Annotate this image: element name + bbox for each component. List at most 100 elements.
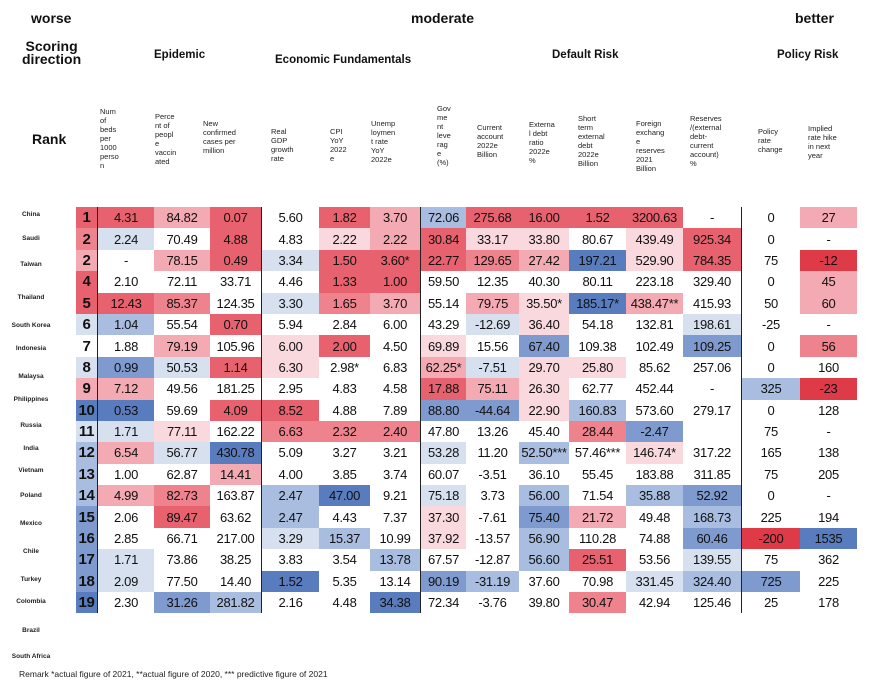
column-header: Unemp loymen t rate YoY 2022e xyxy=(371,119,396,164)
table-cell: -13.57 xyxy=(466,527,519,550)
table-cell: 1.33 xyxy=(319,271,370,293)
rank-cell: 2 xyxy=(76,249,98,272)
table-cell: 325 xyxy=(741,378,800,400)
table-cell: 84.82 xyxy=(154,207,210,229)
table-cell: 329.40 xyxy=(683,271,742,293)
table-cell: 12.35 xyxy=(466,271,519,293)
table-cell: 75 xyxy=(741,549,800,571)
rank-cell: 10 xyxy=(76,399,98,421)
table-cell: 75 xyxy=(741,420,800,443)
table-cell: 2.00 xyxy=(319,335,370,357)
table-row: 4 2.10 72.11 33.71 4.46 1.33 1.00 59.50 12.35 40.… xyxy=(76,271,857,293)
table-cell: 22.77 xyxy=(420,249,466,272)
table-cell: 37.30 xyxy=(420,506,466,528)
table-row: 17 1.71 73.86 38.25 3.83 3.54 13.78 67.57 -12.87… xyxy=(76,549,857,571)
table-cell: 67.40 xyxy=(519,335,569,357)
table-cell: 3.29 xyxy=(261,527,319,550)
table-cell: 2.06 xyxy=(97,506,154,528)
table-row: 8 0.99 50.53 1.14 6.30 2.98* 6.83 62.25* -7.51 29… xyxy=(76,356,857,379)
table-cell: 1.52 xyxy=(261,570,319,593)
table-cell: 2.09 xyxy=(97,570,154,593)
table-cell: 109.38 xyxy=(569,335,626,357)
group-policy-risk: Policy Risk xyxy=(777,49,839,61)
table-cell: 33.80 xyxy=(519,228,569,250)
table-cell: 55.14 xyxy=(420,292,466,314)
table-cell: 183.88 xyxy=(626,463,683,486)
column-header: Implied rate hike in next year xyxy=(808,124,837,160)
table-cell: 452.44 xyxy=(626,378,683,400)
table-cell: 7.12 xyxy=(97,378,154,400)
table-cell: 45 xyxy=(800,271,857,293)
table-cell: 160.83 xyxy=(569,399,626,421)
table-cell xyxy=(683,420,742,443)
table-cell: 53.28 xyxy=(420,442,466,464)
table-cell: 225 xyxy=(800,570,857,593)
table-cell: 25.80 xyxy=(569,356,626,379)
table-cell: 55.45 xyxy=(569,463,626,486)
table-cell: 4.46 xyxy=(261,271,319,293)
table-cell: 181.25 xyxy=(210,378,262,400)
table-cell: 4.43 xyxy=(319,506,370,528)
table-cell: 5.94 xyxy=(261,313,319,336)
column-header: Real GDP growth rate xyxy=(271,127,294,163)
table-cell: 362 xyxy=(800,549,857,571)
table-cell: -2.47 xyxy=(626,420,683,443)
table-cell: 70.98 xyxy=(569,570,626,593)
table-cell: 2.30 xyxy=(97,592,154,614)
group-epidemic: Epidemic xyxy=(154,49,206,61)
table-cell: 2.47 xyxy=(261,485,319,507)
table-cell: 49.48 xyxy=(626,506,683,528)
table-cell: 1.82 xyxy=(319,207,370,229)
table-cell: - xyxy=(800,313,857,336)
table-cell: 77.11 xyxy=(154,420,210,443)
table-cell: 57.46*** xyxy=(569,442,626,464)
table-cell: 3.30 xyxy=(261,292,319,314)
table-cell: 74.88 xyxy=(626,527,683,550)
table-cell: 80.11 xyxy=(569,271,626,293)
table-row: 5 12.43 85.37 124.35 3.30 1.65 3.70 55.14 79.75 3… xyxy=(76,292,857,314)
country-label: Russia xyxy=(20,422,42,429)
table-cell: 1.52 xyxy=(569,207,626,229)
table-cell: 925.34 xyxy=(683,228,742,250)
table-cell: 0 xyxy=(741,335,800,357)
table-cell: 4.31 xyxy=(97,207,154,229)
table-cell: 3.83 xyxy=(261,549,319,571)
table-cell: 12.43 xyxy=(97,292,154,314)
table-cell: 281.82 xyxy=(210,592,262,614)
table-cell: 8.52 xyxy=(261,399,319,421)
table-cell: 56 xyxy=(800,335,857,357)
table-cell: 35.88 xyxy=(626,485,683,507)
table-cell: 4.09 xyxy=(210,399,262,421)
rank-cell: 1 xyxy=(76,207,98,229)
column-header: Current account 2022e Billion xyxy=(477,123,504,159)
table-cell: 15.56 xyxy=(466,335,519,357)
table-cell: 2.98* xyxy=(319,356,370,379)
table-cell: 52.50*** xyxy=(519,442,569,464)
column-header: Reserves /(external debt- current accoun… xyxy=(690,114,722,168)
table-cell: 4.88 xyxy=(210,228,262,250)
table-cell: 0 xyxy=(741,228,800,250)
table-cell: 63.62 xyxy=(210,506,262,528)
table-cell: 2.47 xyxy=(261,506,319,528)
table-cell: 311.85 xyxy=(683,463,742,486)
table-cell: 55.54 xyxy=(154,313,210,336)
direction-worse: worse xyxy=(31,10,72,26)
table-row: 2 2.24 70.49 4.88 4.83 2.22 2.22 30.84 33.17 33.8… xyxy=(76,228,857,250)
table-cell: 197.21 xyxy=(569,249,626,272)
table-cell: 257.06 xyxy=(683,356,742,379)
table-cell: 3.73 xyxy=(466,485,519,507)
table-cell: 205 xyxy=(800,463,857,486)
table-cell: 75.40 xyxy=(519,506,569,528)
table-cell: 47.00 xyxy=(319,485,370,507)
table-cell: 85.37 xyxy=(154,292,210,314)
table-cell: 3.54 xyxy=(319,549,370,571)
table-cell: 275.68 xyxy=(466,207,519,229)
table-cell: 39.80 xyxy=(519,592,569,614)
table-cell: 79.19 xyxy=(154,335,210,357)
country-label: Chile xyxy=(23,548,39,555)
table-cell: 0.70 xyxy=(210,313,262,336)
table-cell: 7.37 xyxy=(370,506,421,528)
table-cell: - xyxy=(97,249,154,272)
country-label: China xyxy=(21,211,41,218)
table-cell: 529.90 xyxy=(626,249,683,272)
